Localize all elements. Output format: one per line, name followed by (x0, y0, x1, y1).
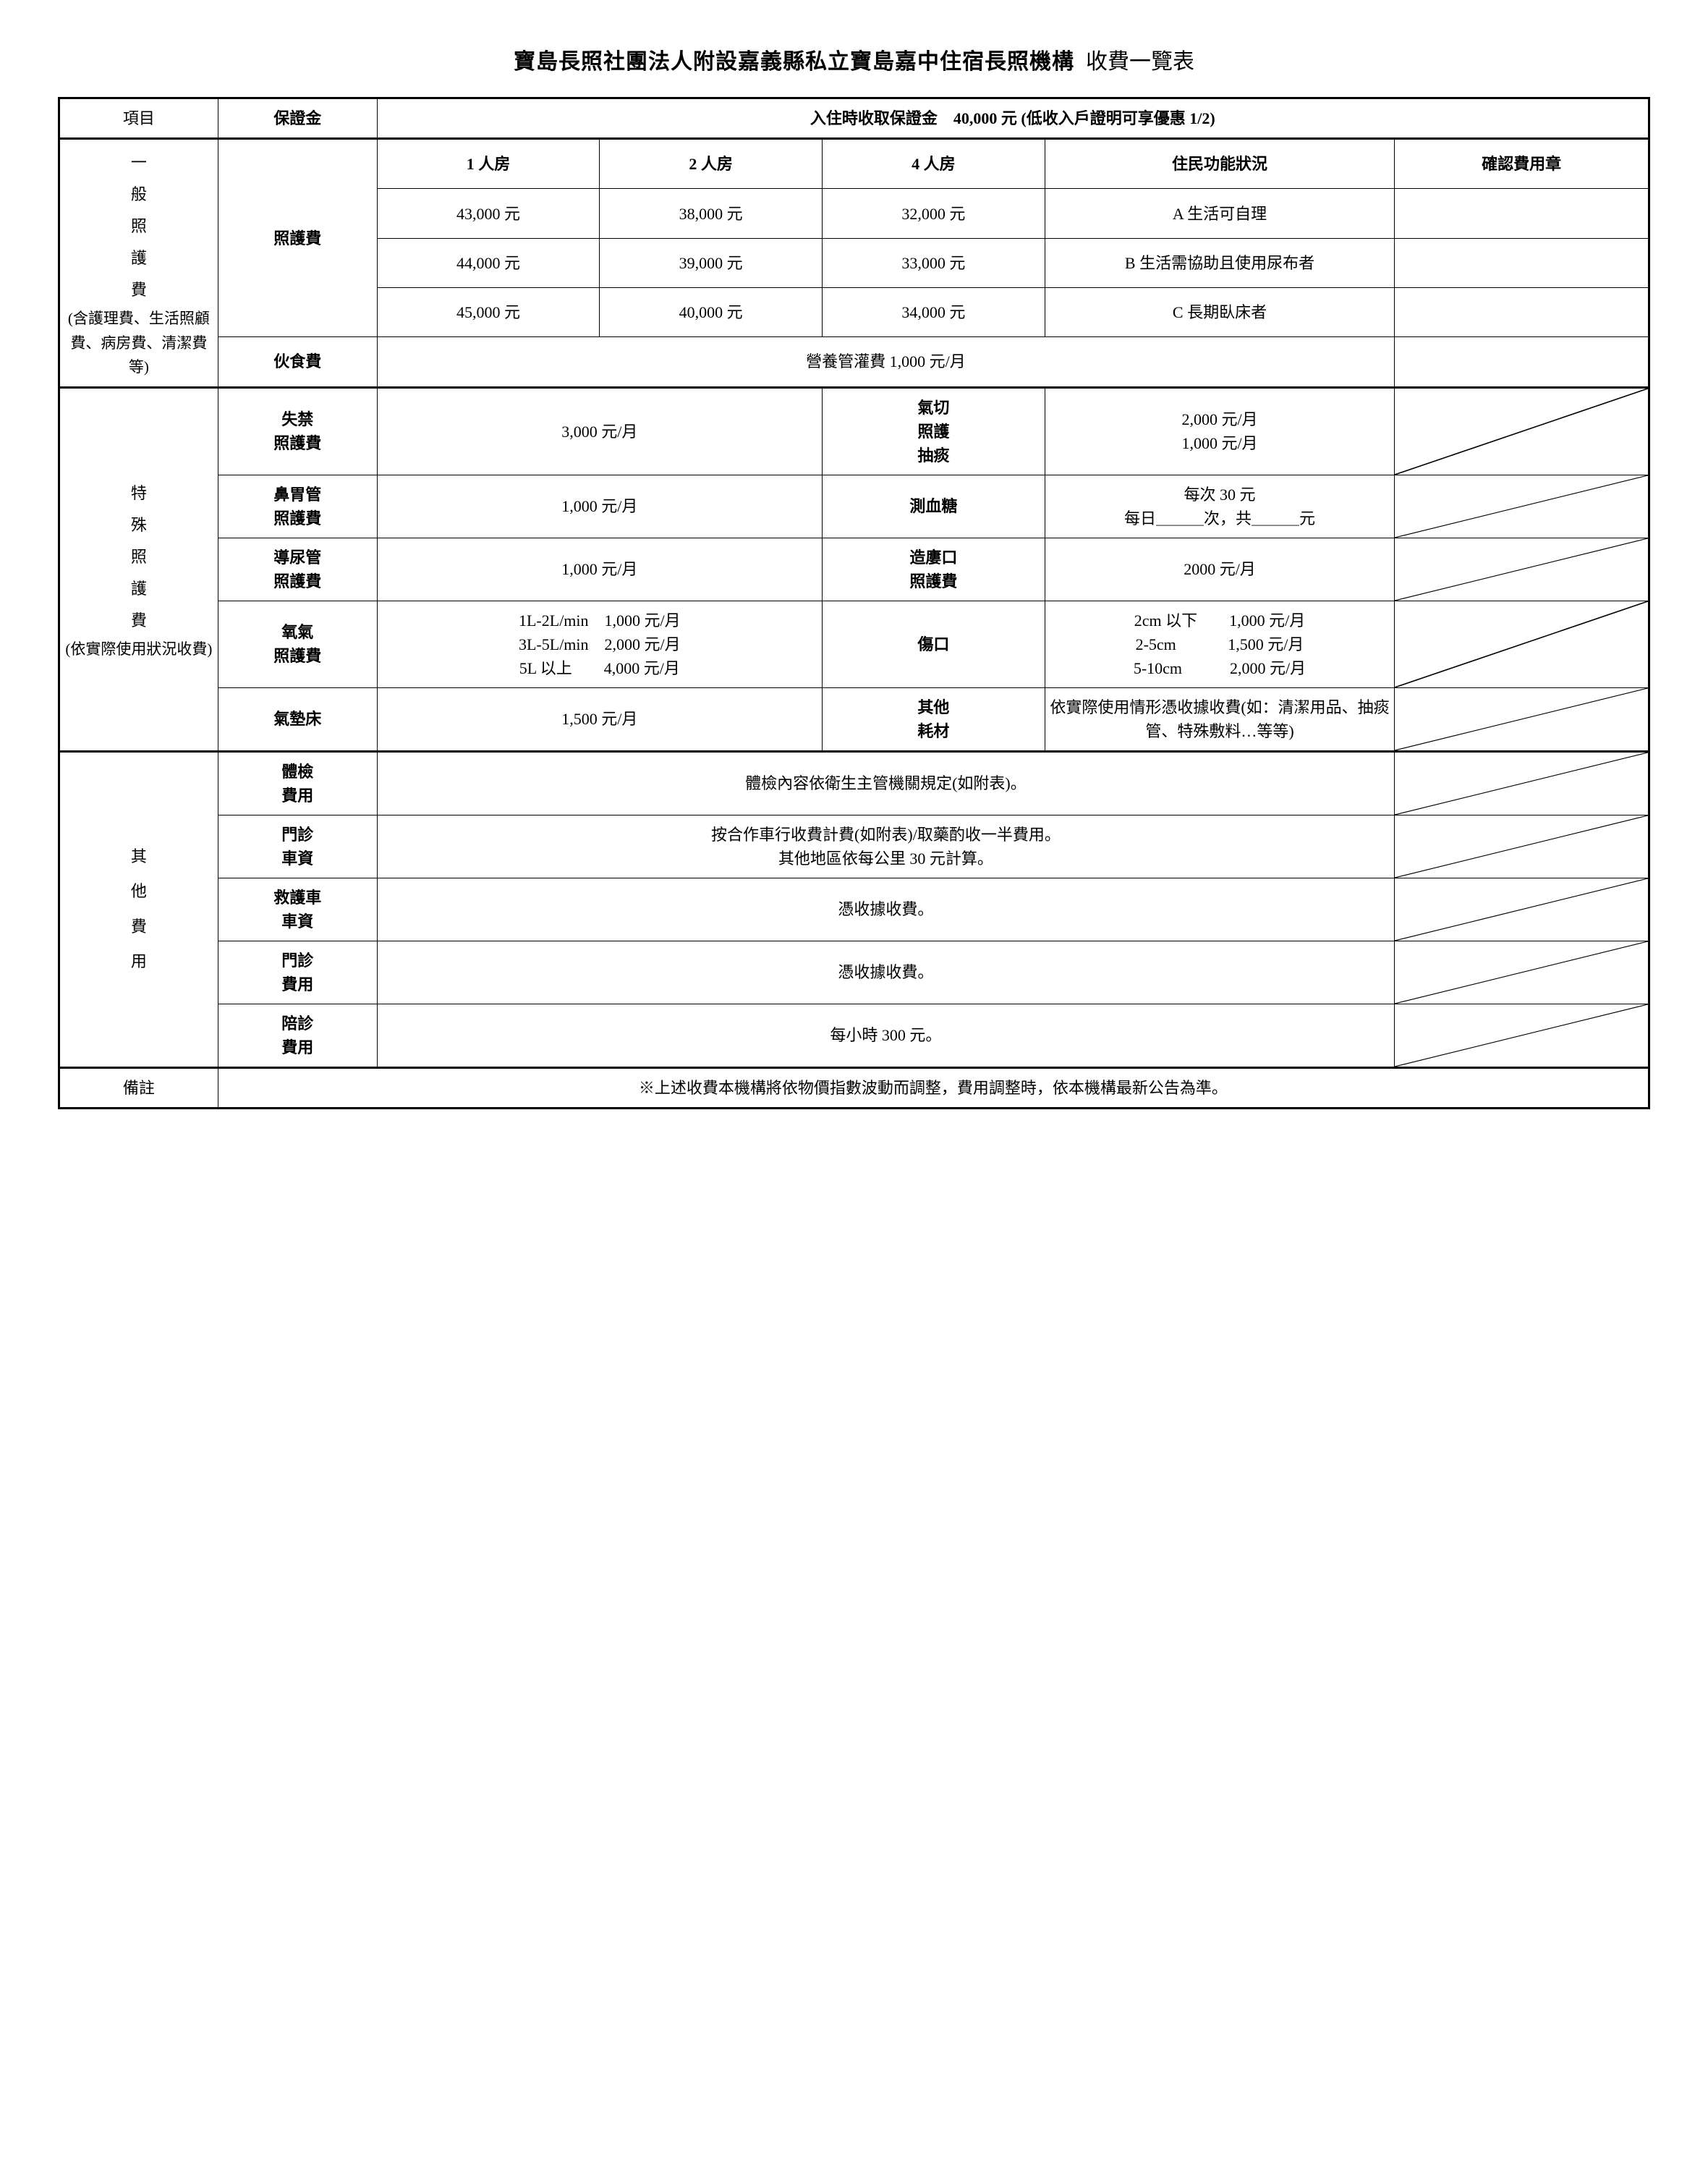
diag-cell (1395, 387, 1649, 475)
header-deposit-label: 保證金 (218, 98, 377, 139)
general-category: 一般照護費 (含護理費、生活照顧費、病房費、清潔費等) (59, 139, 218, 388)
special-l-label: 導尿管照護費 (218, 538, 377, 601)
confirm-cell (1395, 238, 1649, 287)
price-cell: 39,000 元 (600, 238, 823, 287)
other-label: 體檢費用 (218, 751, 377, 815)
other-label: 門診車資 (218, 815, 377, 878)
note-label: 備註 (59, 1067, 218, 1108)
status-cell: B 生活需協助且使用尿布者 (1045, 238, 1395, 287)
special-l-label: 鼻胃管照護費 (218, 475, 377, 538)
diag-cell (1395, 475, 1649, 538)
diag-cell (1395, 751, 1649, 815)
food-fee-label: 伙食費 (218, 337, 377, 387)
special-r-val: 2,000 元/月1,000 元/月 (1045, 387, 1395, 475)
diag-cell (1395, 538, 1649, 601)
price-cell: 43,000 元 (377, 189, 600, 238)
diag-cell (1395, 941, 1649, 1004)
other-val: 體檢內容依衛生主管機關規定(如附表)。 (377, 751, 1395, 815)
col-1room: 1 人房 (377, 139, 600, 189)
note-text: ※上述收費本機構將依物價指數波動而調整，費用調整時，依本機構最新公告為準。 (218, 1067, 1649, 1108)
diag-cell (1395, 815, 1649, 878)
food-fee-text: 營養管灌費 1,000 元/月 (377, 337, 1395, 387)
col-status: 住民功能狀況 (1045, 139, 1395, 189)
col-2room: 2 人房 (600, 139, 823, 189)
price-cell: 38,000 元 (600, 189, 823, 238)
diag-cell (1395, 878, 1649, 941)
price-cell: 33,000 元 (823, 238, 1045, 287)
status-cell: A 生活可自理 (1045, 189, 1395, 238)
special-r-val: 每次 30 元每日＿＿＿次，共＿＿＿元 (1045, 475, 1395, 538)
special-r-val: 依實際使用情形憑收據收費(如：清潔用品、抽痰管、特殊敷料…等等) (1045, 687, 1395, 751)
confirm-cell (1395, 287, 1649, 336)
confirm-cell (1395, 337, 1649, 387)
other-val: 每小時 300 元。 (377, 1004, 1395, 1067)
page-title: 寶島長照社團法人附設嘉義縣私立寶島嘉中住宿長照機構 收費一覽表 (58, 43, 1650, 75)
special-r-label: 傷口 (823, 601, 1045, 687)
special-r-label: 造廔口照護費 (823, 538, 1045, 601)
col-4room: 4 人房 (823, 139, 1045, 189)
title-normal: 收費一覽表 (1086, 50, 1194, 74)
status-cell: C 長期臥床者 (1045, 287, 1395, 336)
other-val: 按合作車行收費計費(如附表)/取藥酌收一半費用。其他地區依每公里 30 元計算。 (377, 815, 1395, 878)
price-cell: 44,000 元 (377, 238, 600, 287)
price-cell: 40,000 元 (600, 287, 823, 336)
other-label: 門診費用 (218, 941, 377, 1004)
special-l-label: 氣墊床 (218, 687, 377, 751)
special-r-label: 其他耗材 (823, 687, 1045, 751)
other-label: 陪診費用 (218, 1004, 377, 1067)
header-item: 項目 (59, 98, 218, 139)
other-label: 救護車車資 (218, 878, 377, 941)
diag-cell (1395, 601, 1649, 687)
other-val: 憑收據收費。 (377, 878, 1395, 941)
care-fee-label: 照護費 (218, 139, 377, 337)
special-l-label: 氧氣照護費 (218, 601, 377, 687)
special-l-val: 3,000 元/月 (377, 387, 822, 475)
diag-cell (1395, 687, 1649, 751)
special-r-val: 2cm 以下 1,000 元/月2-5cm 1,500 元/月5-10cm 2,… (1045, 601, 1395, 687)
special-r-label: 測血糖 (823, 475, 1045, 538)
special-category: 特殊照護費 (依實際使用狀況收費) (59, 387, 218, 751)
special-l-label: 失禁照護費 (218, 387, 377, 475)
title-bold: 寶島長照社團法人附設嘉義縣私立寶島嘉中住宿長照機構 (514, 50, 1074, 74)
header-deposit-text: 入住時收取保證金 40,000 元 (低收入戶證明可享優惠 1/2) (377, 98, 1649, 139)
price-cell: 45,000 元 (377, 287, 600, 336)
diag-cell (1395, 1004, 1649, 1067)
other-val: 憑收據收費。 (377, 941, 1395, 1004)
special-l-val: 1,500 元/月 (377, 687, 822, 751)
other-category: 其他費用 (59, 751, 218, 1067)
special-r-val: 2000 元/月 (1045, 538, 1395, 601)
special-r-label: 氣切照護抽痰 (823, 387, 1045, 475)
special-l-val: 1,000 元/月 (377, 538, 822, 601)
price-cell: 34,000 元 (823, 287, 1045, 336)
price-cell: 32,000 元 (823, 189, 1045, 238)
confirm-cell (1395, 189, 1649, 238)
col-confirm: 確認費用章 (1395, 139, 1649, 189)
special-l-val: 1L-2L/min 1,000 元/月3L-5L/min 2,000 元/月5L… (377, 601, 822, 687)
special-l-val: 1,000 元/月 (377, 475, 822, 538)
fee-table: 項目 保證金 入住時收取保證金 40,000 元 (低收入戶證明可享優惠 1/2… (58, 97, 1650, 1109)
